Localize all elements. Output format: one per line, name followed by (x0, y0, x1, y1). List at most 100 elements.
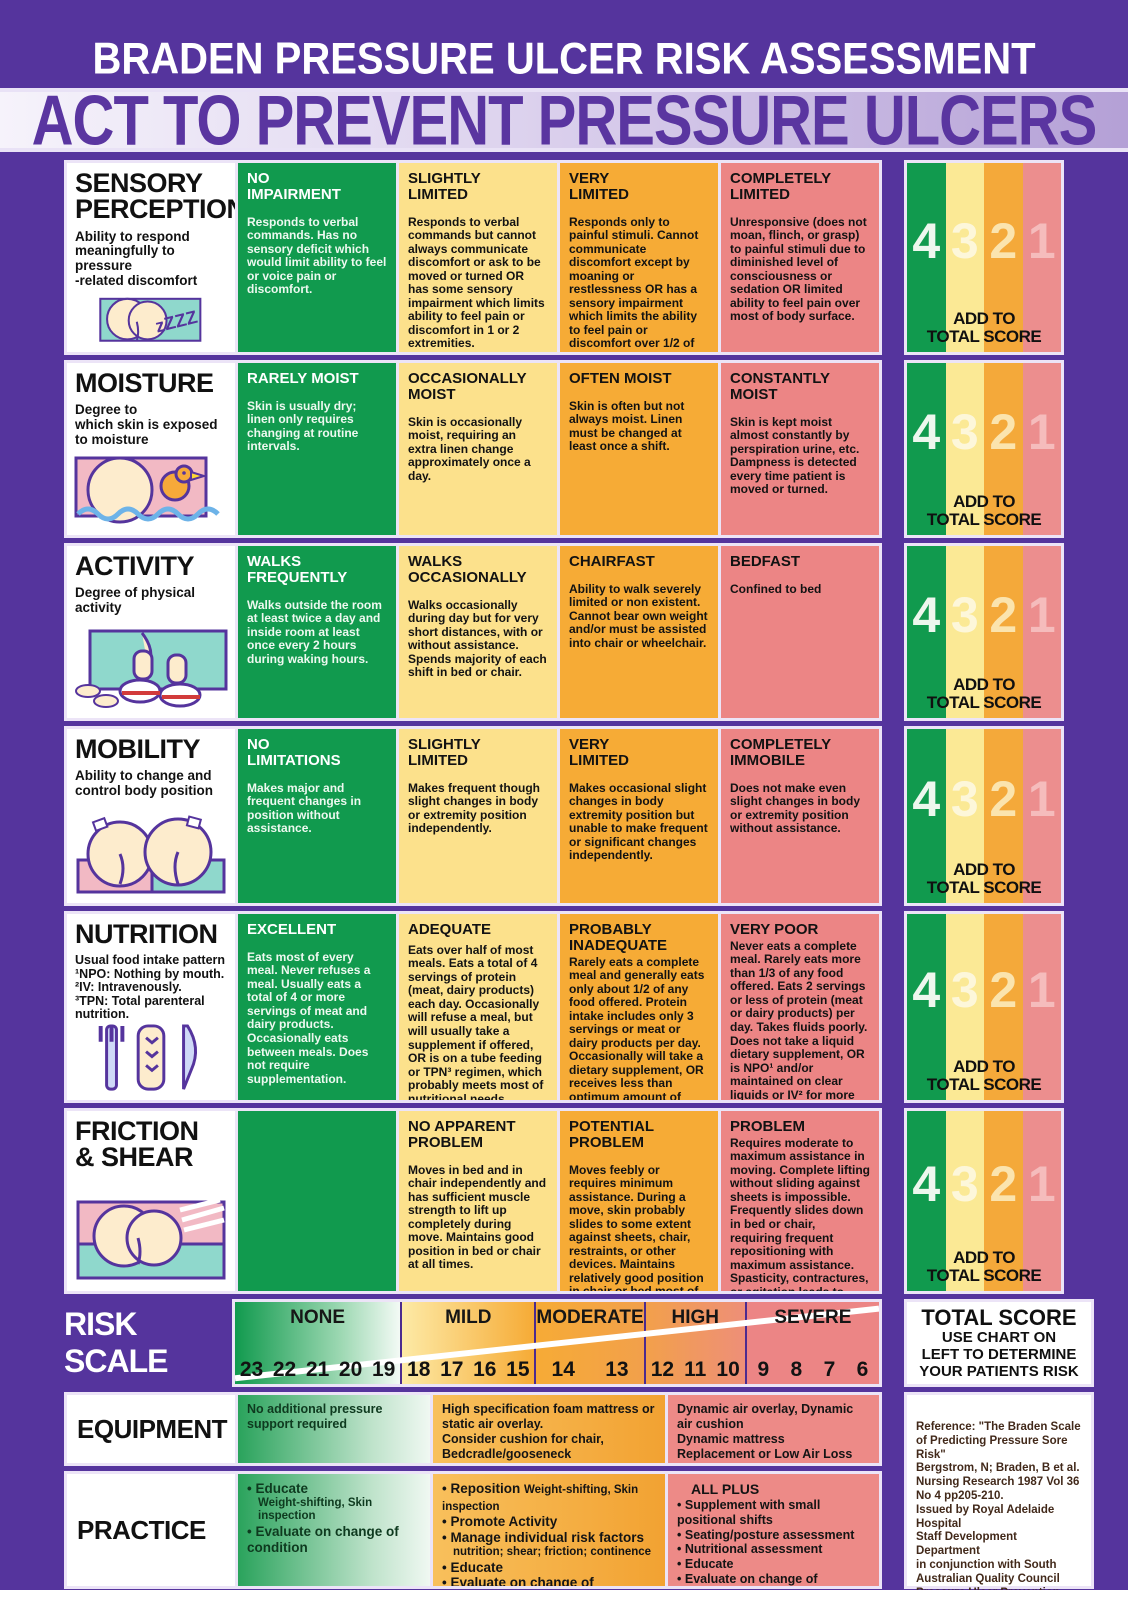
cell-heading: CHAIRFAST (569, 553, 655, 570)
score-4: 4 (912, 212, 941, 269)
cell-heading: COMPLETELY LIMITED (730, 170, 832, 203)
practice-item: Evaluate on change of condition (442, 1575, 656, 1586)
row-title: MOISTURE (75, 368, 214, 398)
cell-body: Moves feebly or requires minimum assista… (569, 1162, 704, 1291)
row-description: Degree to which skin is exposed to moist… (75, 402, 218, 447)
cell-body: Ability to walk severely limited or non … (569, 581, 708, 650)
assessment-grid: SENSORY PERCEPTION Ability to respond me… (0, 160, 1128, 1590)
reference-box: Reference: "The Braden Scale of Predicti… (904, 1392, 1094, 1590)
row-description: Usual food intake pattern ¹NPO: Nothing … (75, 953, 226, 1022)
equipment-row: EQUIPMENT No additional pressure support… (64, 1392, 882, 1466)
cell-body: Skin is kept moist almost constantly by … (730, 414, 860, 497)
add-to-total-score: ADD TO TOTAL SCORE (926, 1248, 1042, 1285)
cell-heading: ADEQUATE (408, 921, 492, 938)
braden-poster: BRADEN PRESSURE ULCER RISK ASSESSMENT AC… (0, 0, 1128, 1590)
nutrition-label-cell: NUTRITION Usual food intake pattern ¹NPO… (67, 914, 235, 1100)
cell-no-apparent-problem: NO APPARENT PROBLEM Moves in bed and in … (399, 1111, 557, 1291)
equipment-mild-cell: High specification foam mattress or stat… (433, 1395, 665, 1463)
risk-scale-bar: NONE 23 22 21 20 19 MILD 18 17 16 (232, 1299, 882, 1387)
cell-no-limitations: NO LIMITATIONS Makes major and frequent … (238, 729, 396, 903)
cell-heading: NO IMPAIRMENT (247, 170, 341, 203)
cell-slightly-limited-mobility: SLIGHTLY LIMITED Makes frequent though s… (399, 729, 557, 903)
cell-heading: BEDFAST (730, 553, 801, 570)
practice-item: Seating/posture assessment (677, 1528, 870, 1543)
cell-body: Walks outside the room at least twice a … (247, 597, 382, 666)
score-stripe-3: 3 (945, 163, 984, 352)
cell-body: Skin is often but not always moist. Line… (569, 398, 685, 454)
row-title: FRICTION & SHEAR (75, 1116, 199, 1173)
cell-completely-immobile: COMPLETELY IMMOBILE Does not make even s… (721, 729, 879, 903)
row-description: Ability to change and control body posit… (75, 768, 213, 799)
practice-all-plus: ALL PLUS (691, 1481, 760, 1497)
row-sensory-perception: SENSORY PERCEPTION Ability to respond me… (64, 160, 882, 355)
cell-heading: VERY LIMITED (569, 170, 629, 203)
equipment-label: EQUIPMENT (67, 1395, 235, 1463)
risk-diagonal-line (235, 1302, 879, 1384)
cell-body: Skin is usually dry; linen only requires… (247, 398, 359, 454)
cell-constantly-moist: CONSTANTLY MOIST Skin is kept moist almo… (721, 363, 879, 535)
row-description: Degree of physical activity (75, 585, 196, 616)
cell-heading: CONSTANTLY MOIST (730, 370, 831, 403)
cell-heading: VERY LIMITED (569, 736, 629, 769)
cell-slightly-limited: SLIGHTLY LIMITED Responds to verbal comm… (399, 163, 557, 352)
cell-walks-frequently: WALKS FREQUENTLY Walks outside the room … (238, 546, 396, 718)
cell-body: Makes major and frequent changes in posi… (247, 780, 362, 836)
score-block-sensory: 4 3 2 1 ADD TO TOTAL SCORE (904, 160, 1064, 355)
poster-title-main: ACT TO PREVENT PRESSURE ULCERS (31, 80, 1098, 160)
cell-completely-limited: COMPLETELY LIMITED Unresponsive (does no… (721, 163, 879, 352)
mobility-label-cell: MOBILITY Ability to change and control b… (67, 729, 235, 903)
cell-heading: OCCASIONALLY MOIST (408, 370, 527, 403)
cell-probably-inadequate: PROBABLY INADEQUATE Rarely eats a comple… (560, 914, 718, 1100)
score-3: 3 (950, 212, 979, 269)
cell-adequate: ADEQUATE Eats over half of most meals. E… (399, 914, 557, 1100)
practice-item: Educate (442, 1560, 656, 1576)
cell-body: Walks occasionally during day but for ve… (408, 597, 547, 680)
walking-feet-illustration (75, 629, 228, 708)
poster-title-top: BRADEN PRESSURE ULCER RISK ASSESSMENT (92, 33, 1036, 84)
row-title: NUTRITION (75, 919, 218, 949)
score-1: 1 (1027, 212, 1056, 269)
cell-body: Requires moderate to maximum assistance … (730, 1135, 870, 1291)
equipment-none-cell: No additional pressure support required (238, 1395, 430, 1463)
row-title: SENSORY PERCEPTION (75, 168, 235, 225)
row-title: MOBILITY (75, 734, 201, 764)
cell-body: Makes frequent though slight changes in … (408, 780, 541, 836)
cell-body: Responds only to painful stimuli. Cannot… (569, 214, 699, 352)
turning-bottoms-illustration (76, 815, 226, 894)
cell-body: Does not make even slight changes in bod… (730, 780, 861, 836)
risk-scale-label: RISK SCALE (64, 1306, 168, 1379)
cell-heading: NO LIMITATIONS (247, 736, 341, 769)
sleeping-bottom-illustration: zZZZ (99, 298, 202, 342)
cell-bedfast: BEDFAST Confined to bed (721, 546, 879, 718)
score-block-activity: 4 3 2 1 ADD TO TOTAL SCORE (904, 543, 1064, 721)
score-stripe-1: 1 (1022, 163, 1061, 352)
add-to-total-score: ADD TO TOTAL SCORE (926, 860, 1042, 897)
cell-friction-green-empty (238, 1111, 396, 1291)
row-activity: ACTIVITY Degree of physical activity WAL… (64, 543, 882, 721)
risk-segment-none: NONE 23 22 21 20 19 (235, 1302, 401, 1384)
cell-body: Rarely eats a complete meal and generall… (569, 954, 705, 1100)
score-2: 2 (989, 212, 1018, 269)
practice-high-cell: ALL PLUS Supplement with small positiona… (668, 1474, 879, 1586)
cell-heading: EXCELLENT (247, 921, 337, 938)
cell-chairfast: CHAIRFAST Ability to walk severely limit… (560, 546, 718, 718)
friction-label-cell: FRICTION & SHEAR (67, 1111, 235, 1291)
activity-label-cell: ACTIVITY Degree of physical activity (67, 546, 235, 718)
add-to-total-score: ADD TO TOTAL SCORE (926, 675, 1042, 712)
cell-body: Responds to verbal commands. Has no sens… (247, 214, 387, 297)
risk-segment-severe: SEVERE 9 8 7 6 (744, 1302, 879, 1384)
cell-heading: COMPLETELY IMMOBILE (730, 736, 832, 769)
poster-title-band: ACT TO PREVENT PRESSURE ULCERS (0, 80, 1128, 160)
add-to-total-score: ADD TO TOTAL SCORE (926, 1057, 1042, 1094)
bath-duck-illustration (74, 456, 220, 524)
score-block-mobility: 4 3 2 1 ADD TO TOTAL SCORE (904, 726, 1064, 906)
add-to-total-score: ADD TO TOTAL SCORE (926, 309, 1042, 346)
add-to-total-score: ADD TO TOTAL SCORE (926, 492, 1042, 529)
practice-label: PRACTICE (67, 1474, 235, 1586)
practice-mild-cell: Reposition Weight-shifting, Skin inspect… (433, 1474, 665, 1586)
cell-body: Eats most of every meal. Never refuses a… (247, 949, 371, 1086)
risk-segment-high: HIGH 12 11 10 (643, 1302, 745, 1384)
cell-very-limited: VERY LIMITED Responds only to painful st… (560, 163, 718, 352)
